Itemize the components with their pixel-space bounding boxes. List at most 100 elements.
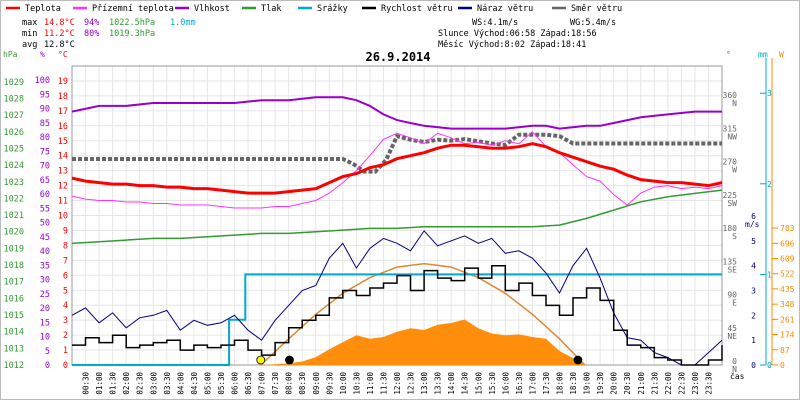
tick-pressure: 1023 [4, 178, 24, 188]
tick-time: 07:30 [271, 372, 280, 395]
tick-humidity: 35 [40, 261, 50, 271]
tick-time: 17:30 [542, 372, 551, 395]
legend-label-gust: Náraz větru [477, 4, 533, 14]
series-temperature [71, 142, 723, 195]
tick-direction-deg: 225 [723, 191, 738, 200]
tick-pressure: 1026 [4, 128, 24, 138]
tick-temperature: 15 [58, 137, 68, 147]
tick-time: 21:00 [637, 372, 646, 395]
tick-direction-deg: 180 [723, 224, 738, 233]
tick-time: 10:00 [339, 372, 348, 395]
series-pressure [71, 189, 723, 245]
tick-direction-deg: 360 [723, 91, 738, 100]
tick-humidity: 15 [40, 318, 50, 328]
tick-time: 14:30 [461, 372, 470, 395]
stats-max-pressure: 1022.5hPa [109, 18, 155, 28]
tick-time: 12:00 [393, 372, 402, 395]
tick-humidity: 65 [40, 176, 50, 186]
tick-time: 02:00 [122, 372, 131, 395]
axis-unit-w: W [779, 50, 784, 59]
tick-time: 04:30 [190, 372, 199, 395]
tick-time: 23:00 [691, 372, 700, 395]
tick-rain: 3 [767, 89, 772, 98]
tick-humidity: 85 [40, 119, 50, 129]
tick-humidity: 75 [40, 147, 50, 157]
tick-time: 22:00 [664, 372, 673, 395]
tick-time: 09:00 [312, 372, 321, 395]
legend-label-wind: Rychlost větru [381, 4, 453, 14]
tick-pressure: 1013 [4, 344, 24, 354]
tick-solar: 261 [780, 315, 795, 324]
tick-direction-dir: N [732, 365, 737, 374]
tick-time: 03:30 [163, 372, 172, 395]
tick-time: 20:00 [610, 372, 619, 395]
tick-pressure: 1016 [4, 294, 24, 304]
plot-area [71, 96, 723, 366]
tick-direction-deg: 0 [732, 357, 737, 366]
tick-humidity: 45 [40, 233, 50, 243]
tick-time: 11:00 [366, 372, 375, 395]
marker-moonrise [285, 355, 294, 365]
tick-temperature: 17 [58, 107, 68, 117]
tick-wind: 3 [751, 287, 756, 296]
tick-solar: 522 [780, 270, 795, 279]
stats-min-humidity: 80% [84, 29, 99, 39]
tick-time: 16:00 [501, 372, 510, 395]
tick-solar: 174 [780, 331, 795, 340]
tick-humidity: 60 [40, 190, 50, 200]
stats-avg-temp: 12.8°C [44, 40, 75, 50]
legend-label-feels: Přízemní teplota [92, 4, 174, 14]
tick-pressure: 1024 [4, 161, 24, 171]
tick-time: 14:00 [447, 372, 456, 395]
tick-time: 15:00 [474, 372, 483, 395]
tick-time: 16:30 [515, 372, 524, 395]
tick-time: 17:00 [528, 372, 537, 395]
series-solar-area [72, 319, 722, 365]
tick-humidity: 55 [40, 204, 50, 214]
tick-temperature: 5 [63, 286, 68, 296]
tick-direction-dir: NW [727, 132, 737, 141]
stats-wind-gust: WG:5.4m/s [570, 18, 616, 28]
tick-pressure: 1029 [4, 78, 24, 88]
tick-time: 08:30 [298, 372, 307, 395]
stats-block: max 14.8°C 94% 1022.5hPa 1.0mm min 11.2°… [22, 18, 616, 50]
stats-avg-label: avg [22, 40, 37, 50]
tick-time: 23:30 [704, 372, 713, 395]
tick-pressure: 1020 [4, 228, 24, 238]
tick-humidity: 80 [40, 133, 50, 143]
tick-temperature: 18 [58, 92, 68, 102]
tick-time: 19:30 [596, 372, 605, 395]
tick-humidity: 95 [40, 90, 50, 100]
axis-unit-percent: % [40, 50, 45, 59]
chart-title: 26.9.2014 [365, 50, 430, 64]
tick-humidity: 30 [40, 276, 50, 286]
tick-pressure: 1019 [4, 244, 24, 254]
tick-temperature: 10 [58, 212, 68, 222]
tick-solar: 435 [780, 285, 795, 294]
tick-direction-dir: SE [727, 265, 737, 274]
marker-moonset [573, 355, 583, 365]
series-sun-curve [260, 262, 586, 366]
tick-wind: 5 [751, 237, 756, 246]
tick-temperature: 11 [58, 197, 68, 207]
axis-unit-time: čas [730, 371, 745, 381]
tick-time: 21:30 [650, 372, 659, 395]
tick-humidity: 50 [40, 219, 50, 229]
stats-min-pressure: 1019.3hPa [109, 29, 155, 39]
axes: 1029102810271026102510241023102210211020… [4, 58, 795, 395]
tick-time: 20:30 [623, 372, 632, 395]
tick-solar: 783 [780, 224, 795, 233]
tick-direction-deg: 90 [727, 291, 737, 300]
tick-humidity: 0 [45, 361, 50, 371]
tick-direction-deg: 270 [723, 158, 738, 167]
tick-direction-dir: N [732, 99, 737, 108]
stats-rain-total: 1.0mm [170, 18, 196, 28]
axis-unit-ms: m/s [745, 220, 760, 229]
tick-temperature: 1 [63, 346, 68, 356]
tick-temperature: 8 [63, 241, 68, 251]
series-humidity [71, 96, 722, 130]
tick-humidity: 25 [40, 290, 50, 300]
tick-pressure: 1028 [4, 94, 24, 104]
series-direction [72, 132, 722, 174]
